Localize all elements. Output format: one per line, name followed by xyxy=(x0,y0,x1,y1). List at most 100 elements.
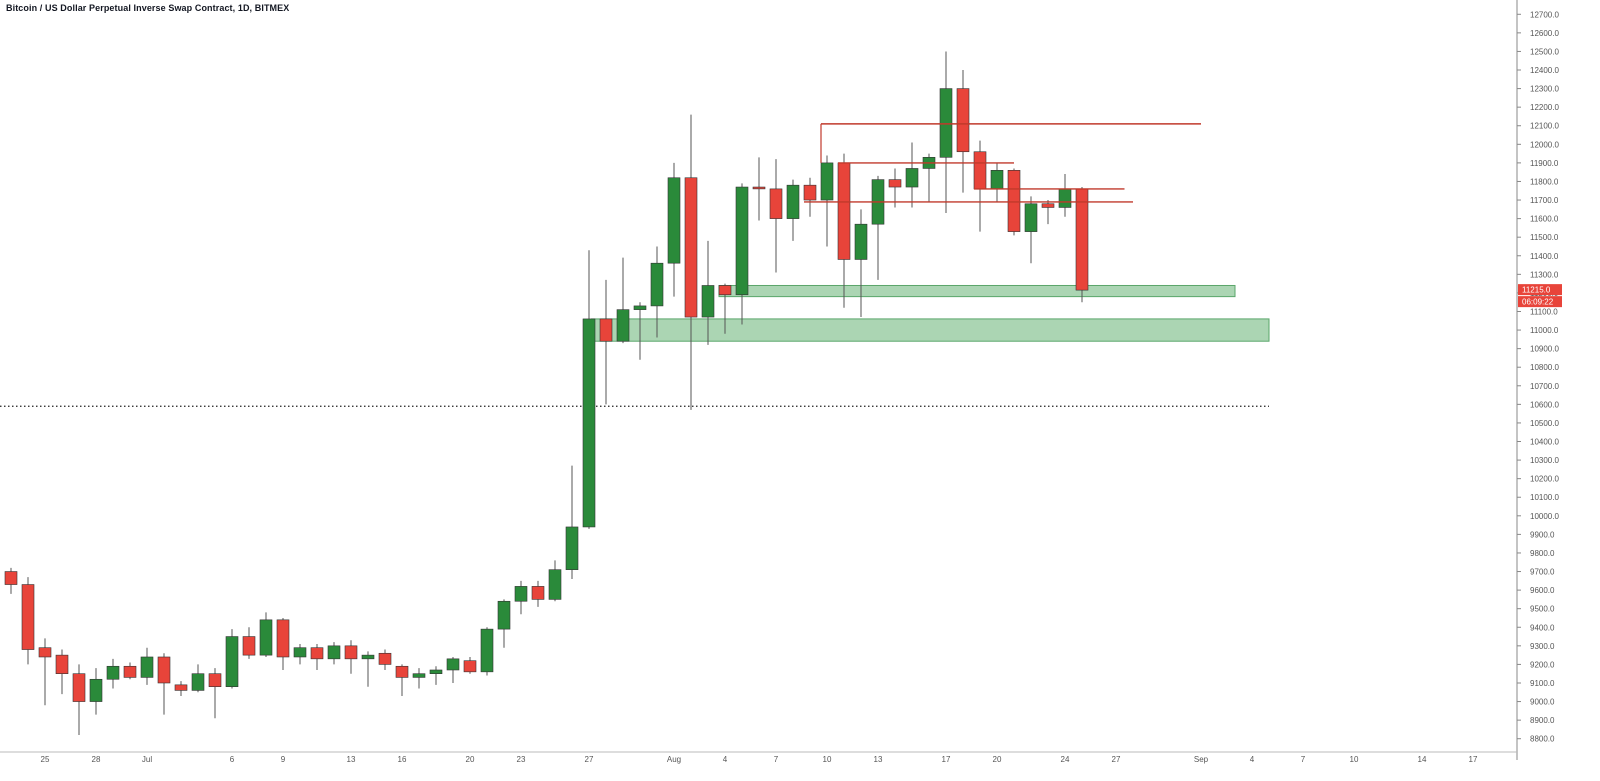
candle-body-down xyxy=(1041,203,1055,208)
price-tick-label: 9600.0 xyxy=(1530,586,1555,595)
candle xyxy=(344,640,358,674)
candle xyxy=(21,577,35,665)
price-tick-label: 9800.0 xyxy=(1530,549,1555,558)
price-tick-label: 12500.0 xyxy=(1530,47,1559,56)
candle-body-down xyxy=(956,88,970,153)
support-zone[interactable] xyxy=(718,284,1236,298)
price-tick-label: 8900.0 xyxy=(1530,716,1555,725)
candle-body-down xyxy=(344,645,358,660)
candle-body-up xyxy=(412,673,426,678)
candle xyxy=(208,668,222,719)
candle-body-down xyxy=(242,636,256,656)
candle xyxy=(905,142,919,208)
support-zones xyxy=(591,284,1270,342)
candle xyxy=(463,656,477,674)
price-tick-label: 12200.0 xyxy=(1530,103,1559,112)
time-tick-label: 10 xyxy=(823,755,832,764)
candle-body-down xyxy=(72,673,86,702)
candle xyxy=(55,649,69,695)
time-tick-label: 4 xyxy=(1250,755,1255,764)
candle xyxy=(378,649,392,670)
price-tick-label: 11800.0 xyxy=(1530,177,1559,186)
candle xyxy=(38,638,52,706)
candle xyxy=(973,140,987,232)
candle xyxy=(89,668,103,715)
candle xyxy=(837,153,851,308)
candle xyxy=(310,643,324,670)
price-tick-label: 10100.0 xyxy=(1530,493,1559,502)
candle-body-up xyxy=(701,285,715,318)
chart-title: Bitcoin / US Dollar Perpetual Inverse Sw… xyxy=(6,3,290,13)
price-tick-label: 10700.0 xyxy=(1530,382,1559,391)
candle xyxy=(157,653,171,715)
candle-body-up xyxy=(429,669,443,674)
candle xyxy=(1041,200,1055,225)
candle xyxy=(718,283,732,334)
price-tick-label: 9300.0 xyxy=(1530,642,1555,651)
candle-body-down xyxy=(1075,188,1089,291)
price-tick-label: 10800.0 xyxy=(1530,363,1559,372)
candle-body-up xyxy=(548,569,562,600)
candle xyxy=(395,664,409,696)
time-tick-label: 16 xyxy=(398,755,407,764)
candle-body-up xyxy=(191,673,205,691)
time-tick-label: 23 xyxy=(517,755,526,764)
time-tick-label: 9 xyxy=(281,755,286,764)
candle-body-down xyxy=(174,684,188,691)
candle xyxy=(803,177,817,217)
time-tick-label: 7 xyxy=(1301,755,1306,764)
price-tick-label: 9500.0 xyxy=(1530,605,1555,614)
price-tick-label: 10200.0 xyxy=(1530,475,1559,484)
price-tick-label: 11300.0 xyxy=(1530,270,1559,279)
candle-body-down xyxy=(21,584,35,650)
candle xyxy=(327,642,341,665)
candle xyxy=(667,162,681,297)
candle-body-down xyxy=(599,318,613,342)
candle-body-up xyxy=(939,88,953,158)
price-badge: 11215.0 06:09:22 xyxy=(1518,284,1562,308)
candle-body-down xyxy=(378,652,392,665)
candle xyxy=(650,246,664,338)
time-tick-label: 4 xyxy=(723,755,728,764)
time-tick-label: 14 xyxy=(1418,755,1427,764)
time-tick-label: 27 xyxy=(585,755,594,764)
price-tick-label: 9700.0 xyxy=(1530,568,1555,577)
candle-body-up xyxy=(990,170,1004,190)
candle-body-down xyxy=(752,186,766,190)
price-tick-label: 10500.0 xyxy=(1530,419,1559,428)
candle xyxy=(106,658,120,689)
candle-body-down xyxy=(157,656,171,684)
candle-body-up xyxy=(327,645,341,660)
candle xyxy=(616,257,630,344)
candle xyxy=(174,681,188,696)
price-axis[interactable]: 8800.0 8900.0 9000.0 9100.0 9200.0 9300.0 9400… xyxy=(1516,0,1559,760)
candle xyxy=(769,159,783,273)
candle-body-down xyxy=(276,619,290,658)
time-axis[interactable]: 25 28 Jul 6 9 13 16 20 23 27 Aug 4 7 10 13 17 20 24 27 Sep 4… xyxy=(0,751,1517,764)
candle-body-up xyxy=(854,223,868,260)
price-tick-label: 12300.0 xyxy=(1530,85,1559,94)
price-tick-label: 12000.0 xyxy=(1530,140,1559,149)
candle-body-down xyxy=(684,177,698,318)
support-zone[interactable] xyxy=(591,318,1270,342)
candle-body-up xyxy=(667,177,681,264)
price-tick-label: 11700.0 xyxy=(1530,196,1559,205)
candle-body-down xyxy=(803,184,817,201)
candle xyxy=(4,567,18,594)
candle xyxy=(633,302,647,360)
candle xyxy=(956,70,970,193)
candle xyxy=(888,168,902,208)
candle xyxy=(871,175,885,280)
candle xyxy=(140,647,154,685)
candle-body-up xyxy=(225,636,239,688)
candle xyxy=(242,627,256,659)
candle-body-up xyxy=(616,309,630,342)
time-tick-label: 6 xyxy=(230,755,235,764)
resistance-lines xyxy=(804,123,1201,203)
candle-body-down xyxy=(531,586,545,600)
candle-body-up xyxy=(735,186,749,296)
countdown-badge-value: 06:09:22 xyxy=(1522,298,1554,307)
candle xyxy=(548,560,562,602)
candle-body-up xyxy=(786,184,800,219)
